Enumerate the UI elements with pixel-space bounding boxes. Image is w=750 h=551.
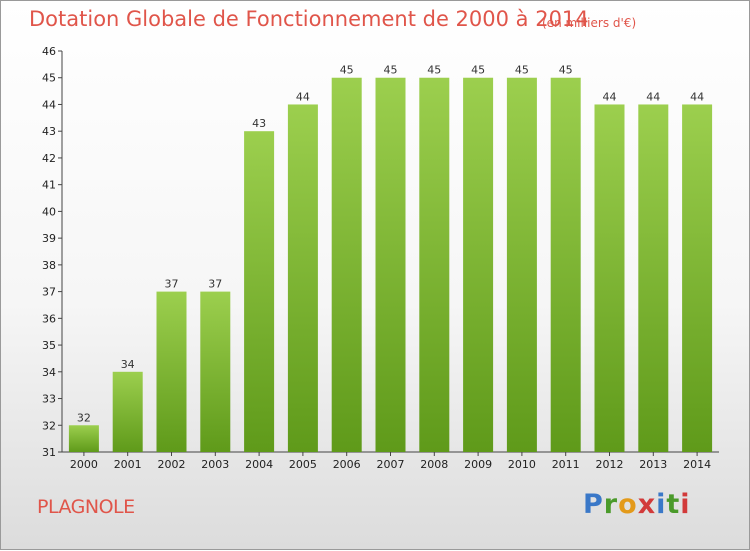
x-tick-label: 2006 (333, 458, 361, 471)
x-tick-label: 2008 (420, 458, 448, 471)
y-tick-label: 33 (42, 393, 56, 406)
data-label: 45 (427, 64, 441, 77)
y-tick-label: 35 (42, 339, 56, 352)
data-label: 45 (340, 64, 354, 77)
chart-unit: (en milliers d'€) (542, 16, 637, 30)
data-label: 44 (296, 90, 310, 103)
bar-2006 (331, 77, 362, 452)
y-tick-label: 39 (42, 232, 56, 245)
bar-2010 (506, 77, 537, 452)
y-tick-label: 32 (42, 419, 56, 432)
y-tick-label: 45 (42, 72, 56, 85)
y-tick-label: 40 (42, 205, 56, 218)
bar-2013 (638, 104, 669, 452)
logo-letter: i (656, 489, 667, 520)
logo-letter: x (637, 489, 657, 520)
commune-name: PLAGNOLE (37, 496, 135, 518)
data-label: 37 (208, 278, 222, 291)
data-label: 45 (559, 64, 573, 77)
data-label: 34 (121, 358, 135, 371)
y-tick-label: 42 (42, 152, 56, 165)
bar-2012 (594, 104, 625, 452)
x-tick-label: 2012 (596, 458, 624, 471)
x-tick-label: 2003 (201, 458, 229, 471)
bar-2011 (550, 77, 581, 452)
y-tick-label: 43 (42, 125, 56, 138)
logo-letter: t (666, 489, 681, 520)
bar-2014 (682, 104, 713, 452)
y-tick-label: 37 (42, 286, 56, 299)
data-label: 44 (603, 90, 617, 103)
y-tick-label: 46 (42, 45, 56, 58)
logo-letter: o (618, 489, 638, 520)
data-label: 37 (165, 278, 179, 291)
y-tick-label: 34 (42, 366, 56, 379)
proxiti-logo: Proxiti (583, 489, 691, 520)
data-label: 45 (471, 64, 485, 77)
data-label: 44 (690, 90, 704, 103)
y-tick-label: 31 (42, 446, 56, 459)
logo-letter: r (603, 489, 619, 520)
chart-title: Dotation Globale de Fonctionnement de 20… (29, 7, 589, 31)
x-tick-label: 2013 (639, 458, 667, 471)
x-tick-label: 2011 (552, 458, 580, 471)
x-tick-label: 2000 (70, 458, 98, 471)
logo-letter: P (583, 489, 604, 520)
bar-2002 (156, 291, 187, 452)
y-tick-label: 36 (42, 312, 56, 325)
data-label: 45 (515, 64, 529, 77)
y-tick-label: 44 (42, 98, 56, 111)
bar-2004 (244, 131, 275, 452)
data-label: 43 (252, 117, 266, 130)
bar-2001 (112, 371, 143, 452)
x-tick-label: 2005 (289, 458, 317, 471)
chart-axes: 31 32 33 34 35 36 37 38 39 40 41 42 43 44 45 46 2000 2001… (42, 45, 719, 471)
chart-data-labels: 32 34 37 37 43 44 45 45 45 45 45 45 44 44 44 (77, 64, 704, 425)
x-tick-label: 2002 (158, 458, 186, 471)
bar-2009 (463, 77, 494, 452)
data-label: 32 (77, 411, 91, 424)
logo-letter: i (680, 489, 691, 520)
y-tick-label: 41 (42, 179, 56, 192)
x-tick-label: 2004 (245, 458, 273, 471)
bar-2007 (375, 77, 406, 452)
bar-2000 (68, 425, 99, 452)
data-label: 44 (646, 90, 660, 103)
x-tick-label: 2007 (377, 458, 405, 471)
bar-2003 (200, 291, 231, 452)
x-tick-label: 2001 (114, 458, 142, 471)
x-tick-label: 2009 (464, 458, 492, 471)
x-tick-label: 2010 (508, 458, 536, 471)
bar-2005 (287, 104, 318, 452)
x-tick-label: 2014 (683, 458, 711, 471)
bar-2008 (419, 77, 450, 452)
chart-bars (68, 77, 713, 452)
data-label: 45 (384, 64, 398, 77)
y-tick-label: 38 (42, 259, 56, 272)
